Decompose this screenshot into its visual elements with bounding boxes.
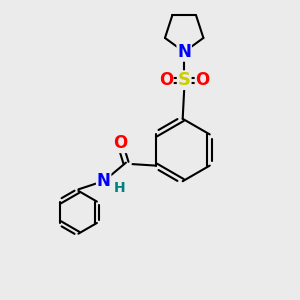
Text: S: S [178,71,191,89]
Text: O: O [159,71,173,89]
Text: N: N [97,172,111,190]
Text: O: O [113,134,127,152]
Text: N: N [177,43,191,61]
Text: H: H [114,182,126,196]
Text: O: O [196,71,210,89]
